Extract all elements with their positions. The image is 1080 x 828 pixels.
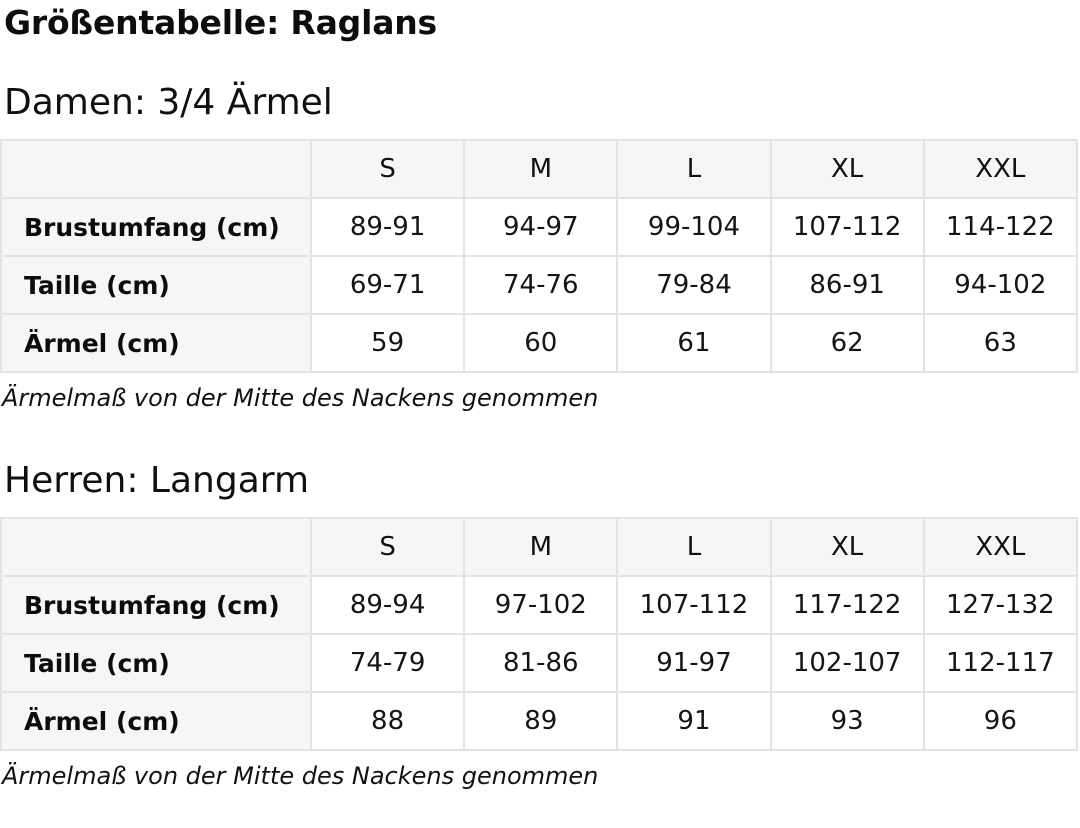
table-header-row: S M L XL XXL	[0, 139, 1078, 199]
cell-aermel-m: 89	[463, 691, 619, 752]
column-header-xl: XL	[769, 517, 925, 578]
cell-taille-s: 74-79	[309, 633, 466, 694]
cell-aermel-m: 60	[463, 313, 619, 373]
cell-taille-xl: 86-91	[769, 255, 925, 315]
row-label-taille: Taille (cm)	[0, 633, 312, 694]
row-label-aermel: Ärmel (cm)	[0, 313, 312, 373]
footnote-damen: Ärmelmaß von der Mitte des Nackens genom…	[2, 384, 599, 412]
table-body-herren: Brustumfang (cm) 89-94 97-102 107-112 11…	[0, 575, 1078, 752]
table-corner-cell	[0, 517, 312, 578]
row-label-aermel: Ärmel (cm)	[0, 691, 312, 752]
cell-brustumfang-xxl: 127-132	[922, 575, 1078, 636]
cell-taille-l: 91-97	[616, 633, 772, 694]
column-header-s: S	[309, 517, 466, 578]
cell-brustumfang-s: 89-94	[309, 575, 466, 636]
cell-brustumfang-xl: 107-112	[769, 197, 925, 257]
cell-taille-s: 69-71	[309, 255, 466, 315]
cell-aermel-s: 59	[309, 313, 466, 373]
cell-aermel-l: 61	[616, 313, 772, 373]
column-header-xl: XL	[769, 139, 925, 199]
cell-taille-l: 79-84	[616, 255, 772, 315]
column-header-xxl: XXL	[922, 139, 1078, 199]
cell-aermel-l: 91	[616, 691, 772, 752]
cell-taille-xxl: 112-117	[922, 633, 1078, 694]
cell-taille-m: 81-86	[463, 633, 619, 694]
table-row: Brustumfang (cm) 89-94 97-102 107-112 11…	[0, 575, 1078, 636]
section-damen: Damen: 3/4 Ärmel S M L XL XXL	[0, 85, 1080, 411]
table-corner-cell	[0, 139, 312, 199]
page-title: Größentabelle: Raglans	[4, 3, 437, 42]
section-herren: Herren: Langarm S M L XL XXL	[0, 460, 1080, 791]
column-header-m: M	[463, 517, 619, 578]
cell-brustumfang-s: 89-91	[309, 197, 466, 257]
table-header-herren: S M L XL XXL	[0, 517, 1078, 578]
cell-brustumfang-xxl: 114-122	[922, 197, 1078, 257]
table-header-row: S M L XL XXL	[0, 517, 1078, 578]
cell-aermel-xxl: 96	[922, 691, 1078, 752]
cell-taille-xl: 102-107	[769, 633, 925, 694]
column-header-s: S	[309, 139, 466, 199]
table-row: Ärmel (cm) 59 60 61 62 63	[0, 313, 1078, 373]
column-header-xxl: XXL	[922, 517, 1078, 578]
row-label-taille: Taille (cm)	[0, 255, 312, 315]
cell-brustumfang-m: 97-102	[463, 575, 619, 636]
section-heading-herren: Herren: Langarm	[4, 460, 310, 502]
column-header-l: L	[616, 139, 772, 199]
table-row: Taille (cm) 69-71 74-76 79-84 86-91 94-1…	[0, 255, 1078, 315]
cell-taille-m: 74-76	[463, 255, 619, 315]
cell-aermel-xl: 93	[769, 691, 925, 752]
cell-aermel-s: 88	[309, 691, 466, 752]
table-row: Ärmel (cm) 88 89 91 93 96	[0, 691, 1078, 752]
section-heading-damen: Damen: 3/4 Ärmel	[4, 82, 333, 123]
cell-brustumfang-xl: 117-122	[769, 575, 925, 636]
cell-brustumfang-m: 94-97	[463, 197, 619, 257]
column-header-l: L	[616, 517, 772, 578]
cell-aermel-xl: 62	[769, 313, 925, 373]
table-row: Taille (cm) 74-79 81-86 91-97 102-107 11…	[0, 633, 1078, 694]
column-header-m: M	[463, 139, 619, 199]
cell-aermel-xxl: 63	[922, 313, 1078, 373]
cell-brustumfang-l: 107-112	[616, 575, 772, 636]
cell-taille-xxl: 94-102	[922, 255, 1078, 315]
footnote-herren: Ärmelmaß von der Mitte des Nackens genom…	[2, 762, 599, 791]
table-body-damen: Brustumfang (cm) 89-91 94-97 99-104 107-…	[0, 197, 1078, 373]
size-table-damen: S M L XL XXL Brustumfang (cm) 89-91 94-9…	[0, 139, 1078, 373]
row-label-brustumfang: Brustumfang (cm)	[0, 575, 312, 636]
table-row: Brustumfang (cm) 89-91 94-97 99-104 107-…	[0, 197, 1078, 257]
row-label-brustumfang: Brustumfang (cm)	[0, 197, 312, 257]
cell-brustumfang-l: 99-104	[616, 197, 772, 257]
size-table-herren: S M L XL XXL Brustumfang (cm) 89-94 97-1…	[0, 517, 1078, 752]
table-header-damen: S M L XL XXL	[0, 139, 1078, 199]
